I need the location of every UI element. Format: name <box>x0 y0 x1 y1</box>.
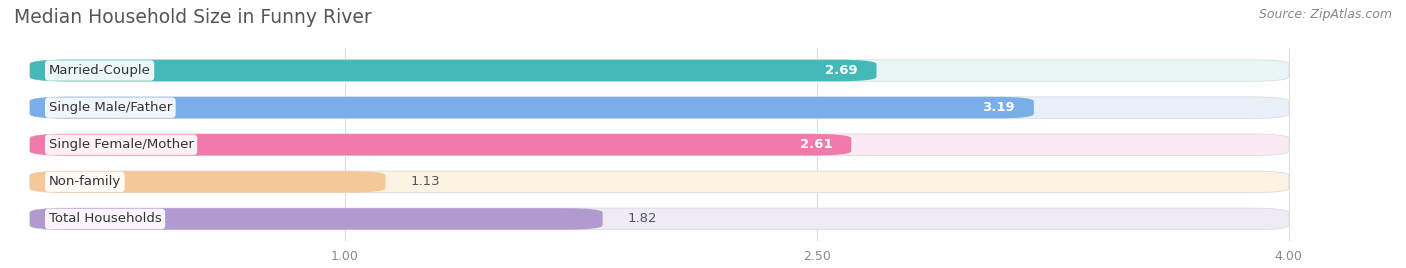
Text: Single Male/Father: Single Male/Father <box>49 101 172 114</box>
FancyBboxPatch shape <box>30 60 876 81</box>
Text: Total Households: Total Households <box>49 213 162 225</box>
Text: 1.82: 1.82 <box>628 213 658 225</box>
Text: 2.69: 2.69 <box>825 64 858 77</box>
FancyBboxPatch shape <box>30 97 1033 118</box>
Text: 3.19: 3.19 <box>983 101 1015 114</box>
Text: Median Household Size in Funny River: Median Household Size in Funny River <box>14 8 371 27</box>
FancyBboxPatch shape <box>30 134 1289 155</box>
Text: Single Female/Mother: Single Female/Mother <box>49 138 194 151</box>
FancyBboxPatch shape <box>30 60 1289 81</box>
FancyBboxPatch shape <box>30 171 385 193</box>
Text: Married-Couple: Married-Couple <box>49 64 150 77</box>
Text: Non-family: Non-family <box>49 175 121 188</box>
FancyBboxPatch shape <box>30 97 1289 118</box>
Text: 2.61: 2.61 <box>800 138 832 151</box>
Text: Source: ZipAtlas.com: Source: ZipAtlas.com <box>1258 8 1392 21</box>
FancyBboxPatch shape <box>30 134 851 155</box>
FancyBboxPatch shape <box>30 208 1289 230</box>
FancyBboxPatch shape <box>30 208 603 230</box>
FancyBboxPatch shape <box>30 171 1289 193</box>
Text: 1.13: 1.13 <box>411 175 440 188</box>
